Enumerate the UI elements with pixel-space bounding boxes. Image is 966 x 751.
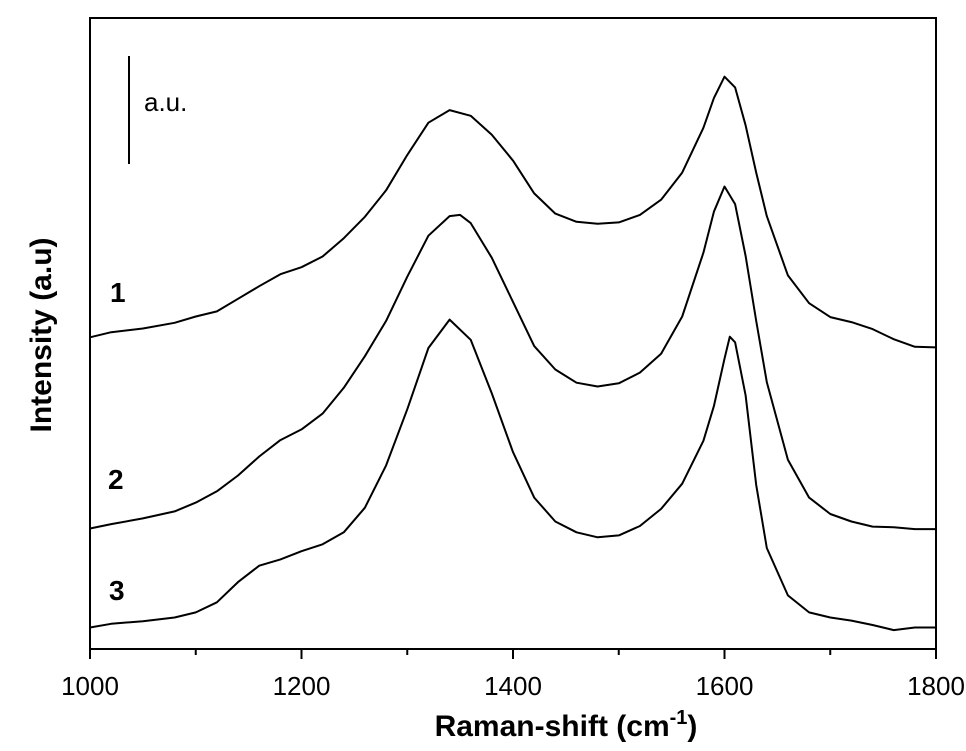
- x-tick-label: 1000: [61, 671, 119, 701]
- curve-label-1: 1: [110, 277, 126, 308]
- y-axis-title: Intensity (a.u): [25, 237, 58, 432]
- x-tick-label: 1800: [907, 671, 965, 701]
- x-tick-label: 1600: [696, 671, 754, 701]
- spectrum-line-2: [89, 185, 936, 531]
- x-tick-label: 1400: [484, 671, 542, 701]
- spectrum-line-3: [89, 318, 936, 632]
- plot-frame: [89, 17, 937, 650]
- x-axis-ticks: [89, 649, 937, 659]
- curve-label-2: 2: [108, 464, 124, 495]
- spectra-lines: [89, 75, 937, 632]
- spectrum-line-1: [89, 75, 937, 349]
- curve-labels: 1 2 3: [108, 277, 126, 606]
- x-axis-tick-labels: 1000 1200 1400 1600 1800: [61, 671, 965, 701]
- scale-bar-label: a.u.: [144, 87, 187, 117]
- x-axis-title: Raman-shift (cm-1): [435, 707, 698, 743]
- x-tick-label: 1200: [273, 671, 331, 701]
- curve-label-3: 3: [109, 575, 125, 606]
